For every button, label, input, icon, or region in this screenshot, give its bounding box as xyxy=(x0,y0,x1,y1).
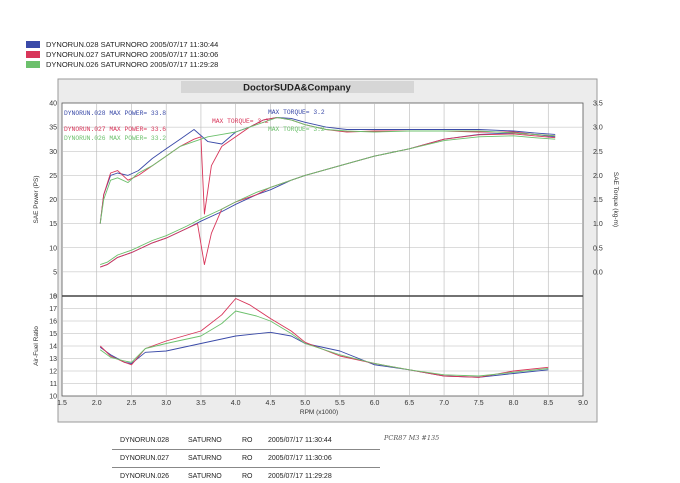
right-tick-label: 2.0 xyxy=(593,173,603,180)
x-tick-label: 1.5 xyxy=(57,400,67,407)
table-divider xyxy=(112,449,380,450)
table-divider xyxy=(112,467,380,468)
table-cell: DYNORUN.026 xyxy=(120,473,170,480)
max-annotation: DYNORUN.028 MAX POWER= 33.8 xyxy=(64,110,166,117)
right-tick-label: 3.5 xyxy=(593,101,603,108)
handwritten-note: PCR87 M3 #135 xyxy=(384,434,440,442)
x-tick-label: 5.0 xyxy=(300,400,310,407)
x-tick-label: 2.5 xyxy=(127,400,137,407)
afr-series-line xyxy=(99,310,549,377)
x-tick-label: 2.0 xyxy=(92,400,102,407)
left-tick-label: 40 xyxy=(49,101,57,108)
afr-tick-label: 14 xyxy=(49,344,57,351)
right-tick-label: 3.0 xyxy=(593,125,603,132)
left-tick-label: 15 xyxy=(49,221,57,228)
x-tick-label: 3.5 xyxy=(196,400,206,407)
right-tick-label: 0.0 xyxy=(593,269,603,276)
table-cell: 2005/07/17 11:29:28 xyxy=(268,473,332,480)
table-cell: SATURNO xyxy=(188,437,222,444)
left-tick-label: 5 xyxy=(53,269,57,276)
power-series-line xyxy=(100,135,556,266)
legend-swatch xyxy=(26,51,40,58)
legend-swatch xyxy=(26,41,40,48)
chart-title: DoctorSUDA&Company xyxy=(243,83,351,94)
table-cell: 2005/07/17 11:30:44 xyxy=(268,437,332,444)
x-tick-label: 4.5 xyxy=(266,400,276,407)
x-tick-label: 6.5 xyxy=(404,400,414,407)
table-row: DYNORUN.026 SATURNO RO 2005/07/17 11:29:28 xyxy=(120,473,380,483)
left-tick-label: 30 xyxy=(49,149,57,156)
afr-tick-label: 13 xyxy=(49,356,57,363)
max-annotation: DYNORUN.026 MAX POWER= 33.2 xyxy=(64,135,166,142)
table-cell: SATURNO xyxy=(188,455,222,462)
x-tick-label: 6.0 xyxy=(370,400,380,407)
right-tick-label: 2.5 xyxy=(593,149,603,156)
table-cell: DYNORUN.027 xyxy=(120,455,170,462)
right-tick-label: 1.5 xyxy=(593,197,603,204)
right-tick-label: 0.5 xyxy=(593,245,603,252)
max-annotation: MAX TORQUE= 3.2 xyxy=(268,109,325,116)
x-axis-label: RPM (x1000) xyxy=(300,409,338,416)
max-annotation: MAX TORQUE= 3.2 xyxy=(212,118,269,125)
x-tick-label: 5.5 xyxy=(335,400,345,407)
afr-tick-label: 16 xyxy=(49,319,57,326)
legend-label: DYNORUN.026 SATURNORO 2005/07/17 11:29:2… xyxy=(46,60,219,69)
table-cell: RO xyxy=(242,473,253,480)
afr-series-line xyxy=(99,298,549,378)
left-tick-label: 20 xyxy=(49,197,57,204)
x-tick-label: 8.5 xyxy=(543,400,553,407)
afr-tick-label: 17 xyxy=(49,306,57,313)
table-row: DYNORUN.027 SATURNO RO 2005/07/17 11:30:06 xyxy=(120,455,380,465)
max-annotation: MAX TORQUE= 3.2 xyxy=(268,126,325,133)
afr-tick-label: 12 xyxy=(49,369,57,376)
afr-tick-label: 15 xyxy=(49,331,57,338)
x-tick-label: 4.0 xyxy=(231,400,241,407)
plot-area xyxy=(61,102,584,397)
left-tick-label: 10 xyxy=(49,245,57,252)
table-cell: DYNORUN.028 xyxy=(120,437,170,444)
afr-axis-label: Air-Fuel Ratio xyxy=(33,326,40,366)
legend-label: DYNORUN.027 SATURNORO 2005/07/17 11:30:0… xyxy=(46,50,219,59)
legend-label: DYNORUN.028 SATURNORO 2005/07/17 11:30:4… xyxy=(46,40,219,49)
table-cell: 2005/07/17 11:30:06 xyxy=(268,455,332,462)
afr-tick-label: 18 xyxy=(49,294,57,301)
right-axis-label: SAE Torque (kg-m) xyxy=(612,172,619,227)
right-tick-label: 1.0 xyxy=(593,221,603,228)
left-tick-label: 25 xyxy=(49,173,57,180)
power-series-line xyxy=(100,133,556,268)
left-tick-label: 0 xyxy=(53,294,57,301)
torque-series-line xyxy=(99,117,556,224)
x-tick-label: 7.0 xyxy=(439,400,449,407)
x-tick-label: 9.0 xyxy=(578,400,588,407)
table-cell: SATURNO xyxy=(188,473,222,480)
x-tick-label: 7.5 xyxy=(474,400,484,407)
left-tick-label: 35 xyxy=(49,125,57,132)
legend-swatch xyxy=(26,61,40,68)
title-bar xyxy=(181,81,414,93)
left-axis-label: SAE Power (PS) xyxy=(33,175,40,223)
table-cell: RO xyxy=(242,437,253,444)
afr-tick-label: 11 xyxy=(50,381,57,388)
table-row: DYNORUN.028 SATURNO RO 2005/07/17 11:30:44 xyxy=(120,437,380,447)
afr-tick-label: 10 xyxy=(49,394,57,401)
table-cell: RO xyxy=(242,455,253,462)
x-tick-label: 3.0 xyxy=(161,400,171,407)
x-tick-label: 8.0 xyxy=(509,400,519,407)
max-annotation: DYNORUN.027 MAX POWER= 33.6 xyxy=(64,126,166,133)
